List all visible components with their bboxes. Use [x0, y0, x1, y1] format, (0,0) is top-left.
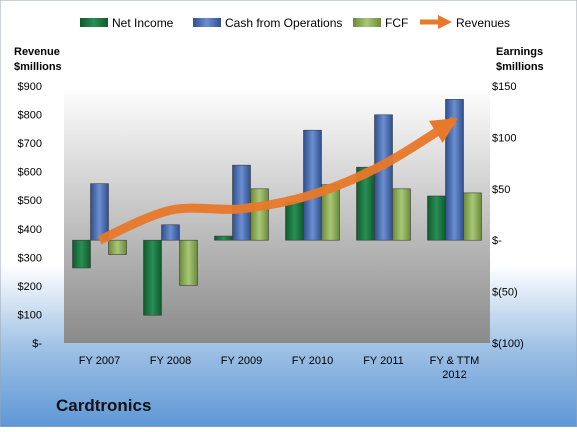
- revenue-line: [97, 116, 457, 245]
- left-tick-label: $600: [18, 167, 42, 179]
- category-label: FY 2011: [363, 355, 404, 367]
- category-labels: FY 2007 FY 2008 FY 2009 FY 2010 FY 2011 FY & …: [79, 355, 480, 381]
- right-axis-ticks: $(100) $(50) $- $50 $100 $150: [492, 81, 524, 350]
- legend-label-net-income: Net Income: [112, 16, 174, 30]
- category-label: FY 2008: [150, 355, 191, 367]
- bar-cash-from-operations: [161, 224, 180, 241]
- bar-net-income: [214, 235, 233, 241]
- left-tick-label: $400: [18, 224, 42, 236]
- bar-fcf: [250, 188, 269, 241]
- legend-swatch-cash-from-operations: [193, 18, 221, 27]
- bar-cash-from-operations: [303, 129, 322, 241]
- left-tick-label: $700: [18, 138, 42, 150]
- plot-area: [64, 86, 490, 343]
- legend-swatch-fcf: [353, 18, 381, 27]
- left-tick-label: $900: [18, 81, 42, 93]
- right-axis-title-line2: $millions: [496, 61, 544, 73]
- right-tick-label: $50: [492, 184, 510, 196]
- category-label: FY 2009: [221, 355, 262, 367]
- right-tick-label: $(50): [492, 287, 518, 299]
- left-tick-label: $800: [18, 110, 42, 122]
- bar-cash-from-operations: [232, 164, 251, 241]
- bar-net-income: [143, 239, 162, 316]
- bar-fcf: [463, 192, 482, 241]
- bar-cash-from-operations: [90, 183, 109, 241]
- bar-net-income: [427, 195, 446, 241]
- bar-fcf: [392, 188, 411, 241]
- company-name: Cardtronics: [56, 396, 152, 415]
- legend-swatch-net-income: [80, 18, 108, 27]
- left-axis-title-line1: Revenue: [14, 46, 60, 58]
- left-tick-label: $-: [32, 338, 42, 350]
- bar-fcf: [108, 239, 127, 255]
- legend: Net Income Cash from Operations FCF Reve…: [80, 15, 510, 30]
- category-label: FY & TTM 2012: [430, 355, 480, 381]
- bar-net-income: [285, 201, 304, 241]
- left-tick-label: $100: [18, 309, 42, 321]
- right-tick-label: $(100): [492, 338, 524, 350]
- revenue-line-group: [97, 116, 458, 245]
- legend-label-fcf: FCF: [385, 16, 408, 30]
- bar-net-income: [72, 239, 91, 269]
- left-axis-title-line2: $millions: [14, 61, 62, 73]
- bar-cash-from-operations: [374, 114, 393, 241]
- left-tick-label: $500: [18, 195, 42, 207]
- legend-label-cash-from-operations: Cash from Operations: [225, 16, 342, 30]
- right-tick-label: $100: [492, 132, 516, 144]
- legend-label-revenues: Revenues: [456, 16, 510, 30]
- left-tick-label: $300: [18, 252, 42, 264]
- right-axis-title-line1: Earnings: [496, 46, 543, 58]
- left-axis-ticks: $- $100 $200 $300 $400 $500 $600 $700 $800 $900: [18, 81, 43, 350]
- bar-cash-from-operations: [445, 99, 464, 241]
- category-label: FY 2007: [79, 355, 120, 367]
- legend-swatch-revenues: [420, 15, 452, 29]
- category-label: FY 2010: [292, 355, 333, 367]
- bar-marks: [72, 99, 482, 316]
- right-tick-label: $-: [492, 235, 502, 247]
- right-tick-label: $150: [492, 81, 516, 93]
- revenue-arrowhead: [428, 118, 458, 143]
- bar-fcf: [179, 239, 198, 286]
- left-tick-label: $200: [18, 281, 42, 293]
